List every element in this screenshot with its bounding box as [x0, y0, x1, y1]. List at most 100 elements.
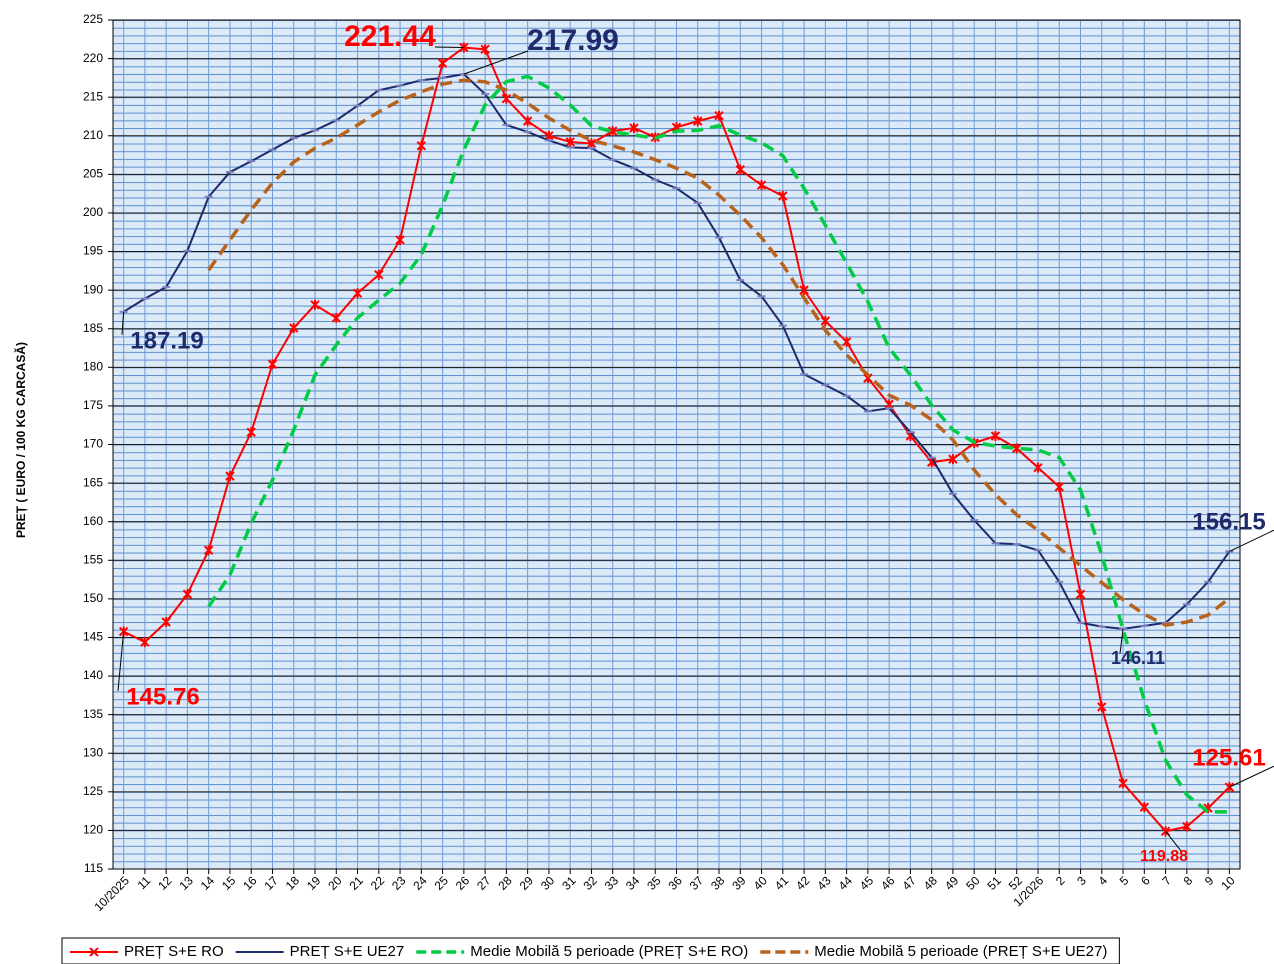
marker [608, 126, 618, 137]
x-tick-label: 2 [1053, 873, 1068, 888]
x-tick-label: 17 [261, 873, 281, 893]
x-tick-label: 33 [602, 873, 622, 893]
y-tick-label: 165 [83, 475, 103, 489]
marker [416, 140, 427, 151]
x-tick-label: 31 [559, 873, 579, 893]
x-tick-label: 45 [857, 873, 877, 893]
x-tick-label: 47 [899, 873, 919, 893]
marker [778, 190, 788, 201]
annotation-leader [1229, 529, 1274, 552]
x-tick-label: 9 [1202, 873, 1217, 888]
y-tick-label: 200 [83, 205, 103, 219]
x-tick-label: 41 [772, 873, 792, 893]
y-tick-label: 180 [83, 359, 103, 373]
x-tick-label: 36 [666, 873, 686, 893]
legend-label: Medie Mobilă 5 perioade (PREȚ S+E RO) [470, 943, 748, 960]
y-tick-label: 190 [83, 282, 103, 296]
x-tick-label: 10/2025 [91, 873, 132, 914]
x-tick-label: 15 [219, 873, 239, 893]
x-tick-label: 23 [389, 873, 409, 893]
legend-label: PREȚ S+E UE27 [290, 943, 405, 960]
marker [799, 285, 809, 296]
y-tick-label: 225 [83, 12, 103, 26]
marker [565, 136, 575, 147]
x-tick-label: 43 [814, 873, 834, 893]
y-tick-label: 135 [83, 707, 103, 721]
marker [352, 288, 363, 299]
y-tick-label: 140 [83, 668, 103, 682]
marker [586, 138, 597, 149]
annotation-leader [1165, 831, 1183, 853]
annotation: 119.88 [1140, 848, 1188, 865]
annotation: 145.76 [126, 683, 199, 710]
marker [1012, 443, 1022, 454]
annotation-leader [117, 631, 125, 691]
marker [693, 116, 703, 127]
marker [1182, 821, 1192, 832]
marker [267, 359, 278, 370]
x-tick-label: 19 [304, 873, 324, 893]
x-tick-label: 18 [283, 873, 303, 893]
marker [1118, 778, 1128, 789]
annotation: 146.11 [1111, 648, 1165, 668]
x-tick-label: 22 [368, 873, 388, 893]
y-tick-label: 185 [83, 321, 103, 335]
marker [161, 617, 171, 628]
marker [522, 116, 533, 127]
marker [225, 471, 235, 482]
annotation-leader [121, 311, 125, 335]
x-tick-label: 29 [517, 873, 537, 893]
y-tick-label: 160 [83, 514, 103, 528]
marker [629, 123, 639, 134]
marker [735, 164, 745, 175]
x-tick-label: 46 [878, 873, 898, 893]
x-tick-label: 48 [921, 873, 941, 893]
x-tick-label: 37 [687, 873, 707, 893]
x-tick-label: 21 [347, 873, 367, 893]
y-tick-label: 170 [83, 437, 103, 451]
annotation: 221.44 [344, 20, 436, 53]
marker [182, 589, 193, 600]
x-tick-label: 34 [623, 873, 643, 893]
y-tick-label: 215 [83, 89, 103, 103]
marker [140, 637, 150, 648]
x-tick-label: 38 [708, 873, 728, 893]
marker [1075, 589, 1086, 600]
x-tick-label: 5 [1117, 873, 1132, 888]
y-axis-label: PREȚ ( EURO / 100 KG CARCASĂ) [13, 342, 28, 538]
series-line [207, 78, 1231, 627]
y-tick-label: 220 [83, 51, 103, 65]
annotation-leader [463, 50, 529, 75]
x-tick-label: 24 [410, 873, 430, 893]
y-tick-label: 130 [83, 745, 103, 759]
x-tick-label: 13 [176, 873, 196, 893]
x-tick-label: 50 [963, 873, 983, 893]
annotation-leader [1119, 628, 1124, 654]
marker [437, 58, 448, 69]
annotation: 187.19 [130, 327, 203, 354]
annotation: 125.61 [1192, 744, 1265, 771]
legend-marker [89, 947, 99, 957]
x-tick-label: 11 [135, 873, 154, 892]
y-tick-label: 150 [83, 591, 103, 605]
x-tick-label: 4 [1096, 873, 1111, 888]
x-tick-label: 32 [580, 873, 600, 893]
x-tick-label: 16 [240, 873, 260, 893]
x-tick-label: 3 [1074, 873, 1089, 888]
marker [203, 545, 214, 556]
x-tick-label: 10 [1218, 873, 1238, 893]
marker [714, 110, 724, 121]
marker [395, 234, 405, 245]
y-tick-label: 205 [83, 167, 103, 181]
marker [374, 269, 384, 280]
marker [990, 431, 1001, 442]
series-line [207, 74, 1230, 814]
legend-label: PREȚ S+E RO [124, 943, 224, 960]
x-tick-label: 14 [198, 873, 218, 893]
x-tick-label: 28 [495, 873, 515, 893]
x-tick-label: 27 [474, 873, 494, 893]
marker [331, 312, 341, 323]
marker [501, 93, 512, 104]
annotation: 217.99 [527, 24, 619, 57]
